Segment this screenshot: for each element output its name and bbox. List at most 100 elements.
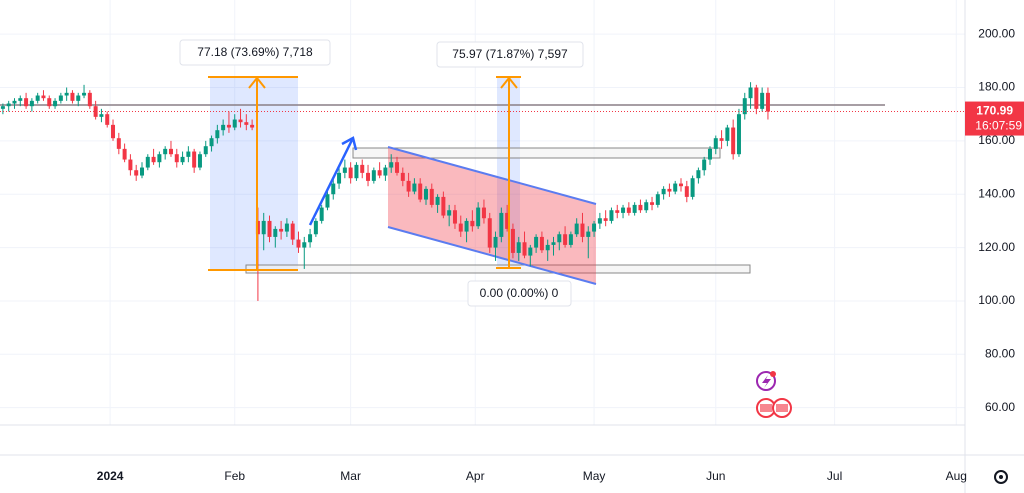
candle-body (655, 194, 660, 205)
candle-body (221, 124, 226, 131)
candle-body (105, 114, 110, 125)
candle-body (632, 204, 637, 213)
candle-body (400, 172, 405, 181)
candle-body (261, 220, 266, 235)
candle-body (412, 183, 417, 192)
candle-body (754, 87, 759, 109)
candle-body (638, 204, 643, 211)
candle-body (174, 154, 179, 163)
candle-body (360, 164, 365, 173)
x-tick-label: Feb (224, 469, 245, 483)
candle-body (603, 218, 608, 221)
y-tick-label: 120.00 (978, 240, 1015, 254)
drawings-top: 77.18 (73.69%) 7,718 75.97 (71.87%) 7,59… (179, 39, 792, 418)
candle-body (232, 119, 237, 128)
candle-body (760, 92, 765, 109)
candle-body (609, 210, 614, 221)
candle-body (736, 114, 741, 155)
label-box (179, 39, 331, 66)
candle-body (273, 228, 278, 237)
x-tick-label: May (583, 469, 606, 483)
candles (0, 82, 770, 301)
candle-body (418, 183, 423, 200)
candle-body (41, 95, 46, 99)
candle-body (568, 234, 573, 245)
candle-body (551, 242, 556, 245)
range-box (210, 77, 298, 270)
candle-body (76, 95, 81, 101)
candle-body (267, 220, 272, 237)
candle-body (476, 207, 481, 227)
candle-body (765, 92, 770, 112)
measure-label: 0.00 (0.00%) 0 (480, 286, 559, 300)
candle-body (348, 167, 353, 179)
candle-body (586, 231, 591, 237)
candle-body (707, 148, 712, 160)
candle-body (139, 167, 144, 176)
y-tick-label: 60.00 (985, 400, 1015, 414)
candle-body (342, 167, 347, 173)
candle-body (29, 100, 34, 107)
candle-body (377, 170, 382, 176)
candle-body (0, 106, 5, 109)
candle-body (667, 188, 672, 192)
candle-body (122, 148, 127, 160)
candle-body (157, 154, 162, 163)
candle-body (163, 148, 168, 155)
measure-arrow-head (248, 76, 266, 89)
arrow (308, 139, 354, 226)
candle-body (18, 98, 23, 101)
candle-body (684, 186, 689, 197)
x-tick-label: 2024 (97, 469, 124, 483)
candle-body (111, 124, 116, 139)
measure-label: 75.97 (71.87%) 7,597 (452, 47, 568, 61)
candle-body (389, 162, 394, 168)
y-tick-label: 160.00 (978, 133, 1015, 147)
candle-body (458, 223, 463, 232)
candle-body (679, 183, 684, 187)
candle-body (493, 236, 498, 248)
candle-body (702, 159, 707, 171)
measure-label: 77.18 (73.69%) 7,718 (197, 45, 313, 59)
gear-icon[interactable] (994, 470, 1008, 484)
candle-body (371, 170, 376, 181)
lightning (762, 375, 771, 388)
y-tick-label: 100.00 (978, 293, 1015, 307)
candle-body (145, 156, 150, 168)
x-tick-label: Jul (827, 469, 842, 483)
last-price-label: 170.99 (976, 104, 1013, 118)
candle-body (592, 223, 597, 232)
x-tick-label: Apr (466, 469, 485, 483)
channel (388, 147, 596, 284)
candle-body (719, 138, 724, 141)
candle-body (53, 100, 58, 107)
candle-body (203, 146, 208, 155)
candle-body (661, 188, 666, 195)
candle-body (279, 228, 284, 232)
candle-body (250, 124, 255, 128)
settings[interactable] (994, 470, 1008, 484)
candle-body (447, 210, 452, 216)
flag (776, 404, 788, 412)
candle-body (151, 156, 156, 163)
y-tick-label: 180.00 (978, 80, 1015, 94)
candle-body (290, 223, 295, 240)
candle-body (505, 212, 510, 229)
candle-body (615, 210, 620, 213)
candle-body (621, 207, 626, 213)
candle-body (64, 92, 69, 96)
y-tick-label: 140.00 (978, 186, 1015, 200)
candle-body (626, 207, 631, 213)
x-tick-label: Mar (340, 469, 361, 483)
x-tick-label: Aug (946, 469, 967, 483)
candle-body (337, 172, 342, 184)
candle-body (742, 98, 747, 115)
candle-body (47, 98, 52, 107)
candle-body (644, 202, 649, 211)
candle-body (580, 223, 585, 237)
candle-body (557, 234, 562, 243)
candle-body (35, 95, 40, 101)
candle-body (441, 196, 446, 216)
candle-body (313, 220, 318, 235)
